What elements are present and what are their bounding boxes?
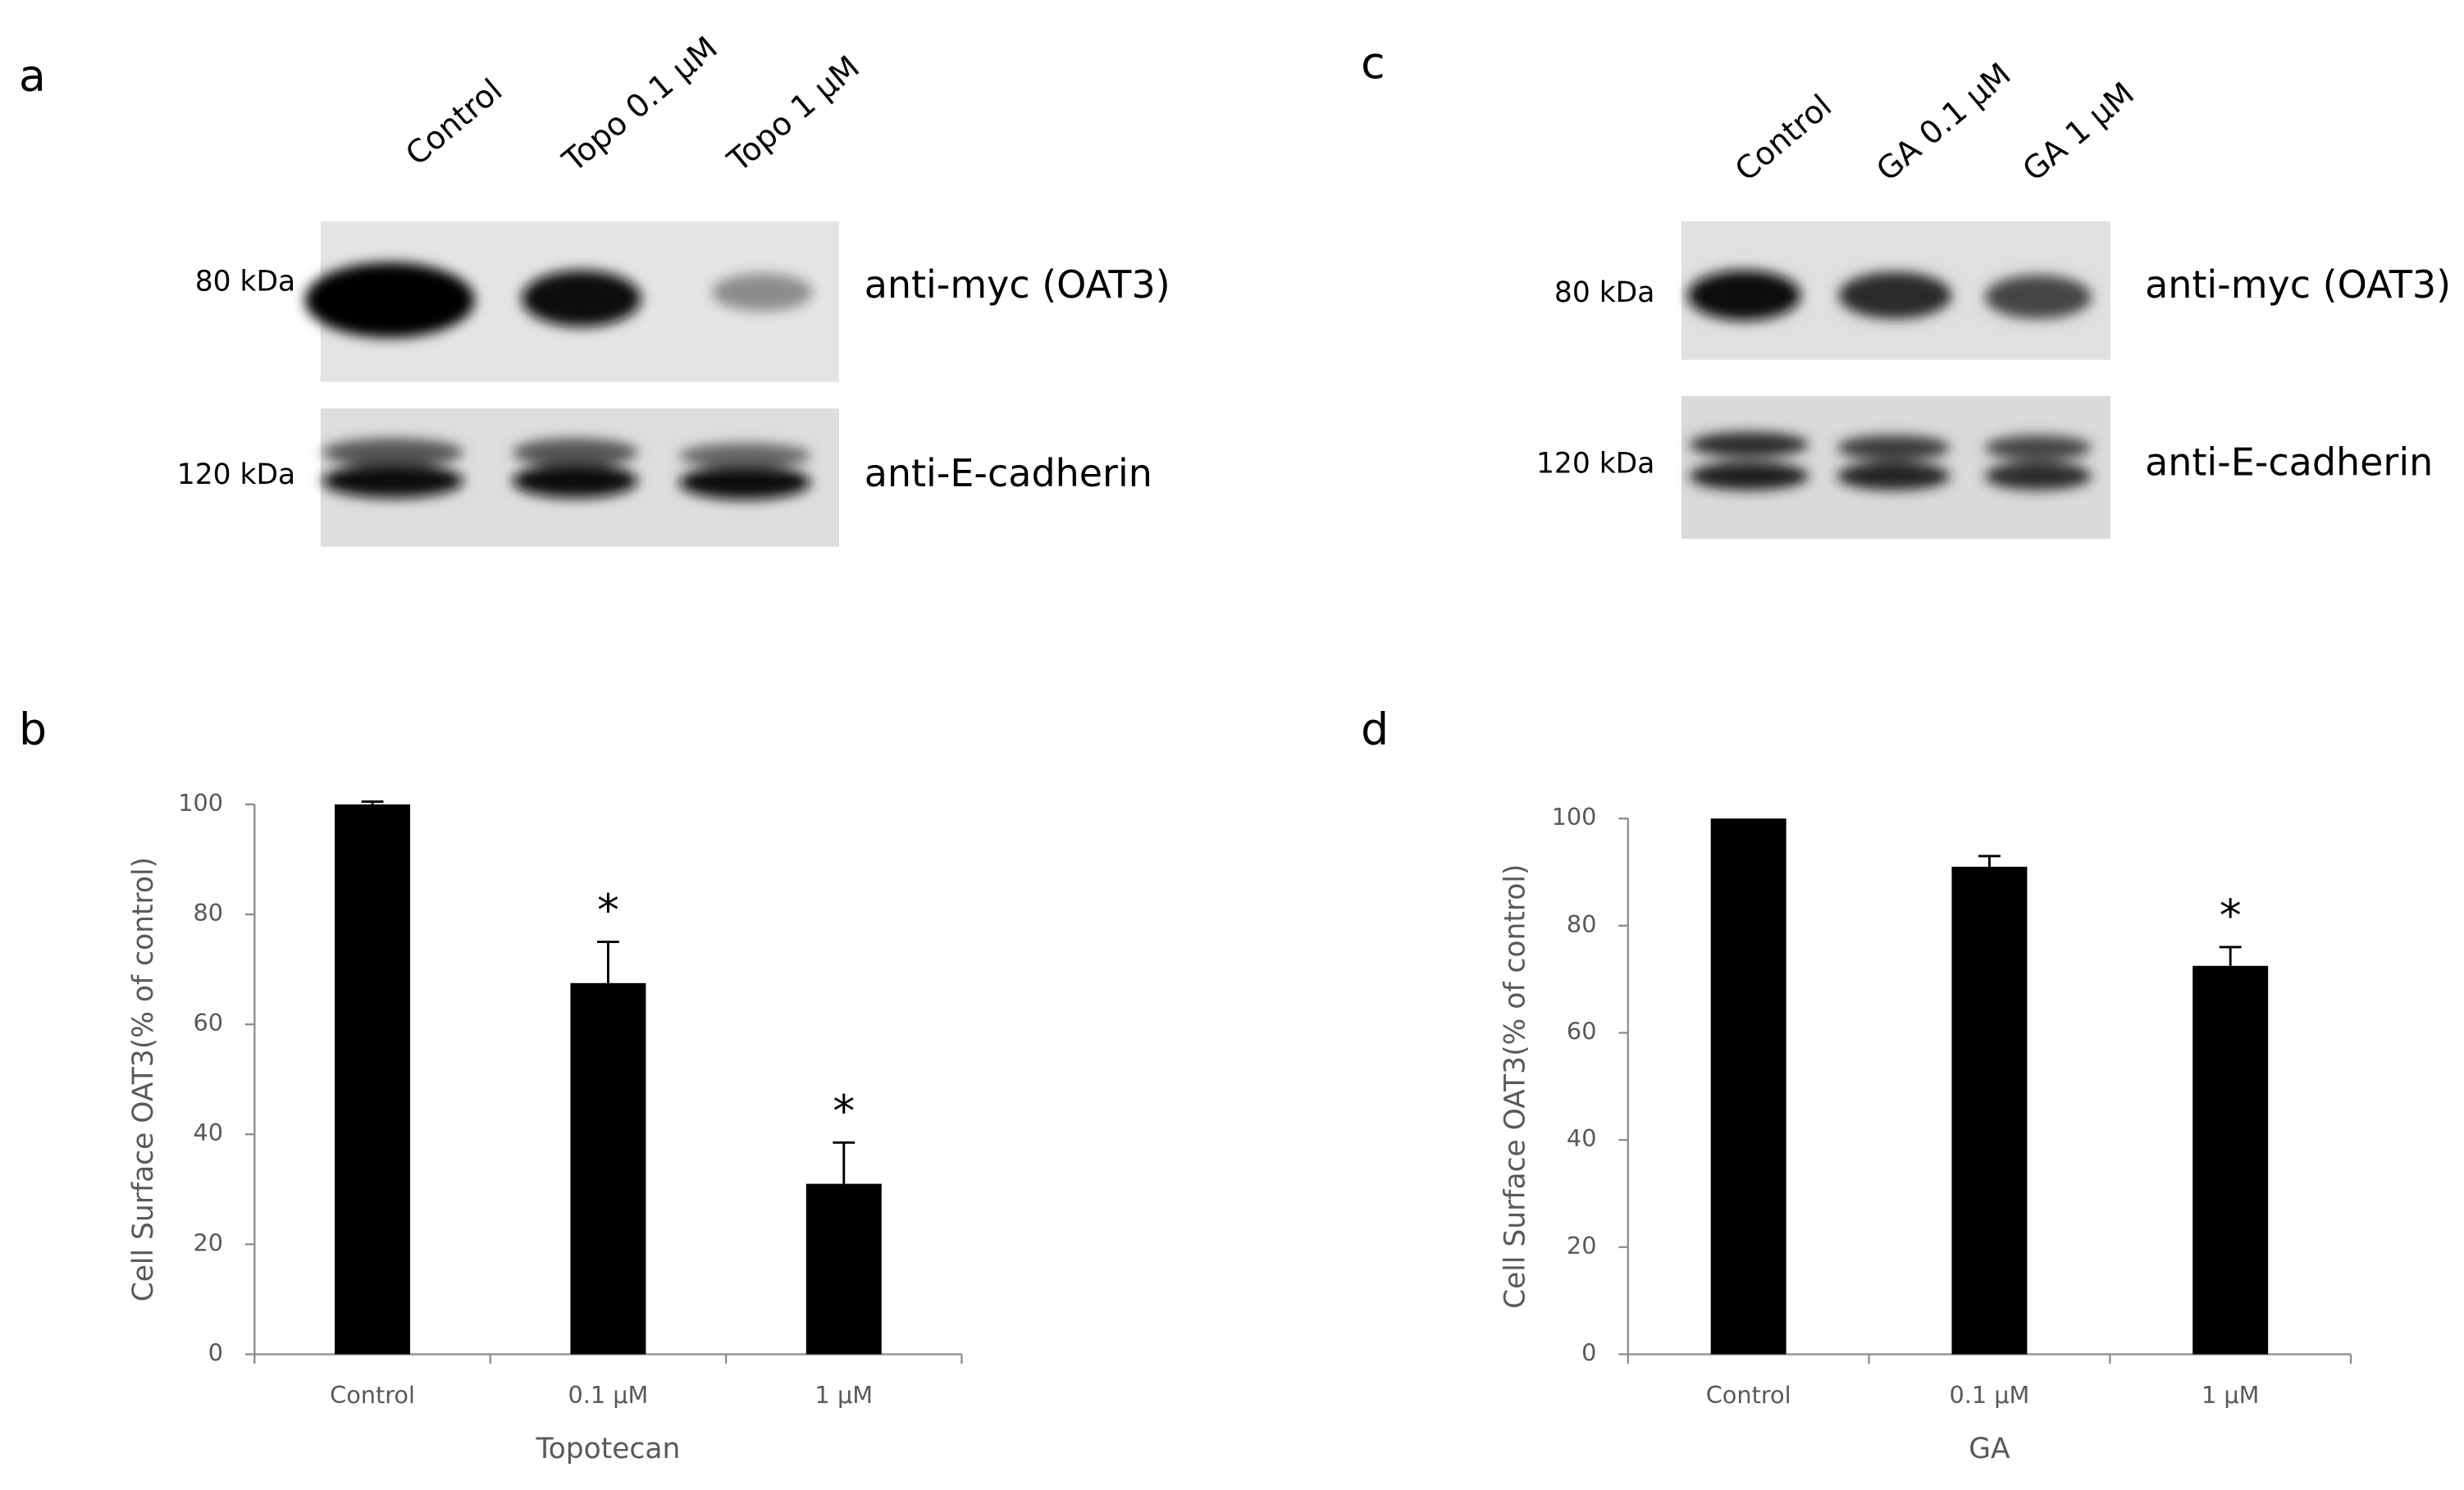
marker-label: 120 kDa: [1536, 448, 1654, 481]
x-axis-title: Topotecan: [535, 1433, 680, 1465]
antibody-label: anti-myc (OAT3): [865, 262, 1170, 307]
x-tick-label: Control: [330, 1381, 415, 1409]
y-tick-label: 80: [1567, 910, 1597, 938]
significance-marker: *: [833, 1085, 855, 1137]
bar: [805, 1183, 882, 1355]
lane-label: Control: [399, 72, 509, 173]
panel-label: d: [1361, 703, 1389, 754]
x-tick-label: 1 µM: [815, 1381, 873, 1409]
y-tick-label: 20: [193, 1228, 223, 1256]
panel-label: a: [19, 49, 46, 101]
bar: [335, 804, 411, 1355]
bar: [2193, 965, 2269, 1355]
y-tick-label: 0: [208, 1338, 223, 1366]
lane-label: Topo 0.1 µM: [555, 30, 724, 180]
panel-label: c: [1361, 37, 1385, 89]
y-tick-label: 60: [193, 1009, 223, 1037]
bar: [570, 982, 646, 1355]
error-bar: [2219, 945, 2242, 966]
y-tick-label: 100: [1552, 803, 1597, 831]
lane-label: GA 1 µM: [2016, 75, 2142, 189]
y-tick-label: 20: [1567, 1232, 1597, 1260]
marker-label: 120 kDa: [177, 458, 295, 491]
lane-label: Topo 1 µM: [720, 48, 866, 180]
error-bar: [833, 1141, 856, 1184]
x-tick-label: 0.1 µM: [1949, 1381, 2029, 1409]
y-tick-label: 60: [1567, 1017, 1597, 1045]
y-tick-label: 40: [1567, 1124, 1597, 1152]
y-axis-title: Cell Surface OAT3(% of control): [127, 857, 160, 1301]
antibody-label: anti-E-cadherin: [865, 451, 1152, 495]
significance-marker: *: [597, 885, 619, 936]
x-tick-label: 0.1 µM: [568, 1381, 648, 1409]
y-tick-label: 40: [193, 1119, 223, 1146]
x-tick-label: 1 µM: [2202, 1381, 2259, 1409]
y-tick-label: 100: [178, 789, 223, 817]
significance-marker: *: [2220, 890, 2242, 941]
bar: [1951, 866, 2028, 1355]
panel-label: b: [19, 703, 47, 754]
lane-label: Control: [1728, 88, 1839, 189]
y-axis-title: Cell Surface OAT3(% of control): [1499, 864, 1531, 1309]
bar: [1710, 818, 1786, 1355]
antibody-label: anti-E-cadherin: [2145, 440, 2433, 485]
y-tick-label: 80: [193, 899, 223, 927]
blot-c: [1681, 221, 2110, 540]
y-tick-label: 0: [1581, 1338, 1596, 1366]
marker-label: 80 kDa: [1554, 276, 1654, 309]
x-axis-title: GA: [1969, 1433, 2010, 1465]
blot-a: [304, 221, 840, 547]
lane-label: GA 0.1 µM: [1869, 56, 2018, 189]
antibody-label: anti-myc (OAT3): [2145, 262, 2451, 307]
marker-label: 80 kDa: [195, 265, 295, 298]
x-tick-label: Control: [1706, 1381, 1791, 1409]
error-bar: [597, 941, 619, 983]
error-bar: [1978, 854, 2001, 867]
error-bar: [361, 800, 384, 804]
